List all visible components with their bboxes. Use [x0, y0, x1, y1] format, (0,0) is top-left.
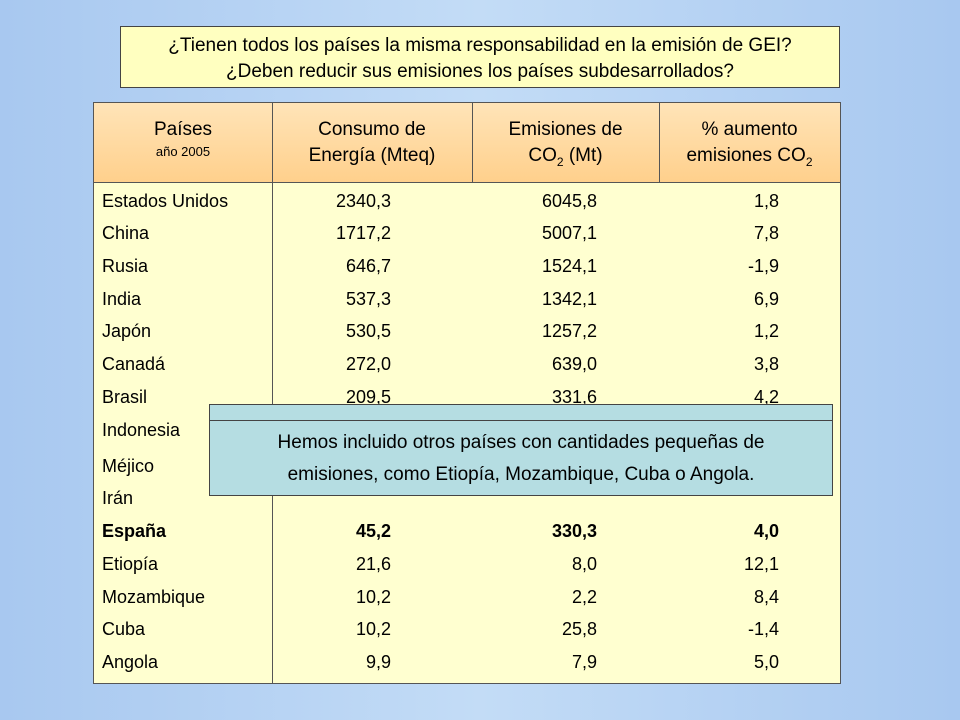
- increase-cell: 1,2: [753, 321, 779, 341]
- country-cell: Cuba: [102, 619, 146, 639]
- note-line-2: emisiones, como Etiopía, Mozambique, Cub…: [287, 464, 755, 485]
- energy-cell: 9,9: [365, 652, 391, 672]
- table-row: Cuba 10,2 25,8 -1,4: [94, 613, 840, 645]
- energy-cell: 537,3: [345, 289, 391, 309]
- header-countries-label: Países: [153, 119, 213, 140]
- header-increase-sub: 2: [805, 154, 813, 169]
- header-increase-line-1: % aumento: [701, 119, 798, 140]
- energy-cell: 209,5: [345, 387, 391, 407]
- emissions-cell: 331,6: [551, 387, 597, 407]
- country-cell: Estados Unidos: [102, 191, 229, 211]
- note-line-1: Hemos incluido otros países con cantidad…: [277, 432, 765, 453]
- increase-cell: 5,0: [753, 652, 779, 672]
- emissions-cell: 7,9: [571, 652, 597, 672]
- country-cell: Indonesia: [102, 420, 181, 440]
- header-emissions: Emisiones de CO2 (Mt): [472, 117, 659, 175]
- question-line-1: ¿Tienen todos los países la misma respon…: [168, 35, 792, 56]
- increase-cell: -1,4: [747, 619, 779, 639]
- emissions-cell: 8,0: [571, 554, 597, 574]
- table-header: Países año 2005 Consumo de Energía (Mteq…: [94, 103, 840, 183]
- increase-cell: 8,4: [753, 587, 779, 607]
- emissions-cell: 2,2: [571, 587, 597, 607]
- country-cell: Mozambique: [102, 587, 206, 607]
- emissions-cell: 639,0: [551, 354, 597, 374]
- increase-cell: 6,9: [753, 289, 779, 309]
- table-row: Brasil 209,5 331,6 4,2: [94, 381, 840, 413]
- energy-cell: 10,2: [355, 619, 391, 639]
- table-row: Japón 530,5 1257,2 1,2: [94, 315, 840, 347]
- header-emissions-co: CO: [528, 145, 557, 166]
- energy-cell: 530,5: [345, 321, 391, 341]
- emissions-cell: 1257,2: [541, 321, 597, 341]
- increase-cell: 12,1: [743, 554, 779, 574]
- table-row: España 45,2 330,3 4,0: [94, 515, 840, 547]
- table-row: Estados Unidos 2340,3 6045,8 1,8: [94, 185, 840, 217]
- header-increase-line-2: emisiones CO2: [659, 143, 840, 175]
- header-increase-co: emisiones CO: [686, 145, 806, 166]
- header-emissions-line-2: CO2 (Mt): [472, 143, 659, 175]
- table-row: Angola 9,9 7,9 5,0: [94, 646, 840, 678]
- column-divider: [272, 103, 273, 183]
- table-row: Canadá 272,0 639,0 3,8: [94, 348, 840, 380]
- table-row: Etiopía 21,6 8,0 12,1: [94, 548, 840, 580]
- question-line-2: ¿Deben reducir sus emisiones los países …: [226, 61, 734, 82]
- increase-cell: 4,2: [753, 387, 779, 407]
- column-divider: [472, 103, 473, 183]
- country-cell: Irán: [102, 488, 134, 508]
- table-row: India 537,3 1342,1 6,9: [94, 283, 840, 315]
- question-box: ¿Tienen todos los países la misma respon…: [120, 26, 840, 88]
- energy-cell: 1717,2: [335, 223, 391, 243]
- country-cell: Etiopía: [102, 554, 159, 574]
- emissions-cell: 5007,1: [541, 223, 597, 243]
- country-cell: China: [102, 223, 150, 243]
- header-emissions-sub: 2: [556, 154, 564, 169]
- energy-cell: 272,0: [345, 354, 391, 374]
- emissions-cell: 25,8: [561, 619, 597, 639]
- energy-cell: 45,2: [355, 521, 391, 541]
- country-cell: Rusia: [102, 256, 149, 276]
- energy-cell: 10,2: [355, 587, 391, 607]
- energy-cell: 2340,3: [335, 191, 391, 211]
- header-emissions-unit: (Mt): [563, 145, 603, 166]
- header-year-label: año 2005: [155, 144, 211, 159]
- table-row: Indonesia: [94, 414, 840, 446]
- table-row: Mozambique 10,2 2,2 8,4: [94, 581, 840, 613]
- header-energy-line-2: Energía (Mteq): [308, 145, 436, 166]
- country-cell: Japón: [102, 321, 152, 341]
- emissions-table: Países año 2005 Consumo de Energía (Mteq…: [93, 102, 841, 684]
- emissions-cell: 6045,8: [541, 191, 597, 211]
- column-divider: [659, 103, 660, 183]
- table-row: Rusia 646,7 1524,1 -1,9: [94, 250, 840, 282]
- country-cell: Méjico: [102, 456, 155, 476]
- header-emissions-line-1: Emisiones de: [508, 119, 623, 140]
- note-box: Hemos incluido otros países con cantidad…: [209, 420, 833, 496]
- header-energy-line-1: Consumo de: [318, 119, 426, 140]
- country-cell: España: [102, 521, 167, 541]
- header-countries: Países año 2005: [94, 117, 272, 161]
- emissions-cell: 1524,1: [541, 256, 597, 276]
- increase-cell: 4,0: [753, 521, 779, 541]
- increase-cell: 1,8: [753, 191, 779, 211]
- header-energy: Consumo de Energía (Mteq): [272, 117, 472, 169]
- header-increase: % aumento emisiones CO2: [659, 117, 840, 175]
- country-cell: Angola: [102, 652, 159, 672]
- table-row: China 1717,2 5007,1 7,8: [94, 217, 840, 249]
- increase-cell: -1,9: [747, 256, 779, 276]
- emissions-cell: 330,3: [551, 521, 597, 541]
- energy-cell: 21,6: [355, 554, 391, 574]
- table-row: Irán: [94, 482, 840, 514]
- country-cell: India: [102, 289, 142, 309]
- energy-cell: 646,7: [345, 256, 391, 276]
- increase-cell: 3,8: [753, 354, 779, 374]
- emissions-cell: 1342,1: [541, 289, 597, 309]
- increase-cell: 7,8: [753, 223, 779, 243]
- country-cell: Brasil: [102, 387, 148, 407]
- country-cell: Canadá: [102, 354, 166, 374]
- table-row: Méjico: [94, 450, 840, 482]
